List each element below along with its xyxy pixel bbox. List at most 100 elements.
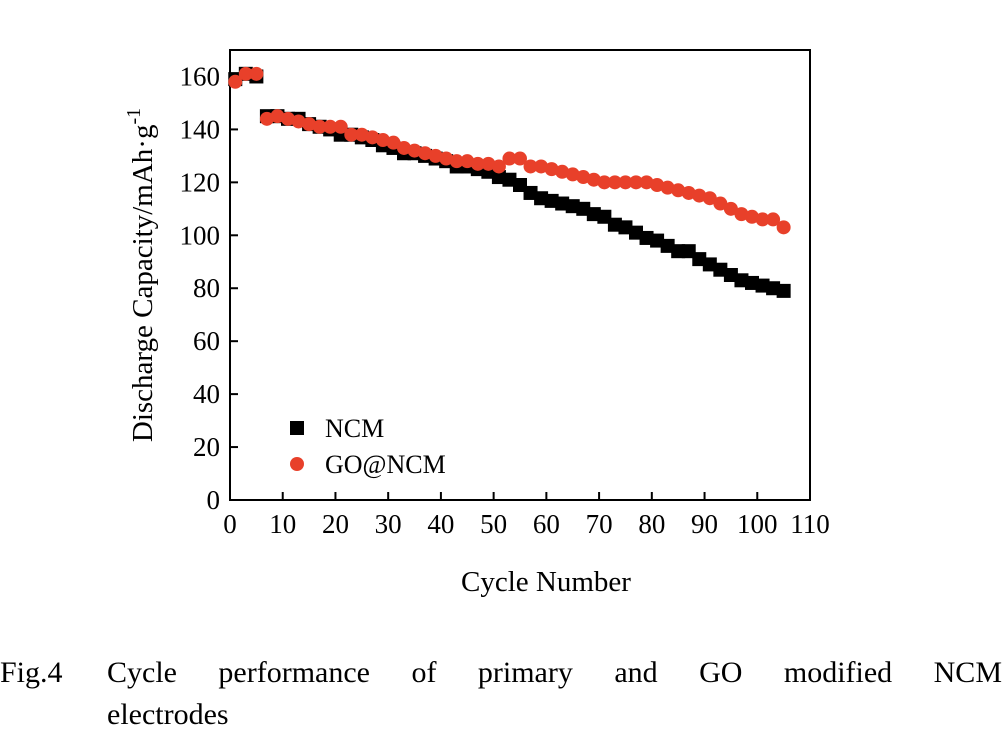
data-point	[481, 156, 496, 171]
legend-label: NCM	[325, 414, 384, 443]
data-point	[238, 66, 253, 81]
y-axis-label: Discharge Capacity/mAh·g	[127, 125, 159, 443]
x-axis-label: Cycle Number	[461, 566, 631, 598]
data-point	[534, 191, 549, 206]
data-point	[460, 154, 475, 169]
y-tick-label: 160	[180, 61, 221, 91]
x-tick-label: 90	[691, 509, 718, 539]
data-point	[534, 159, 549, 174]
plot-frame	[229, 49, 811, 501]
data-point	[745, 209, 759, 224]
data-point	[692, 252, 707, 267]
data-point	[281, 111, 295, 126]
y-axis-title: Discharge Capacity/mAh·g-1	[123, 108, 159, 442]
data-point	[755, 212, 770, 227]
data-point	[555, 164, 570, 179]
figure-caption: Fig.4 Cycle performance of primary and G…	[0, 652, 1002, 736]
legend-item: NCM	[290, 414, 384, 443]
data-point	[723, 201, 738, 216]
data-point	[776, 220, 791, 235]
data-point	[418, 146, 433, 161]
y-tick-label: 20	[193, 432, 220, 462]
data-point	[586, 207, 601, 222]
data-point	[312, 119, 327, 134]
data-point	[302, 117, 317, 132]
data-point	[755, 278, 770, 293]
series-ncm	[228, 66, 791, 298]
y-axis: 0 20 40 60 80 100 120 140 160	[180, 61, 238, 515]
plot-area	[229, 49, 811, 501]
data-point	[639, 175, 654, 190]
data-point	[513, 151, 527, 166]
data-point	[734, 273, 749, 288]
y-tick-label: 120	[180, 167, 221, 197]
data-point	[565, 167, 580, 182]
data-point	[365, 130, 380, 145]
data-point	[660, 238, 675, 253]
legend: NCM GO@NCM	[290, 414, 446, 479]
data-point	[586, 172, 601, 187]
data-point	[629, 225, 643, 240]
data-point	[576, 170, 591, 185]
data-point	[776, 283, 791, 298]
data-point	[502, 172, 517, 187]
chart: 0 10 20 30 40 50 60 70 80 90 100 110 0 20 40 60 80 100 12…	[123, 49, 830, 598]
x-tick-label: 50	[480, 509, 507, 539]
data-point	[259, 111, 274, 126]
x-tick-label: 0	[223, 509, 237, 539]
x-tick-label: 20	[322, 509, 349, 539]
data-point	[565, 199, 580, 214]
data-point	[555, 196, 570, 211]
data-point	[544, 162, 559, 177]
data-point	[702, 257, 717, 272]
data-point	[671, 183, 686, 198]
data-point	[597, 175, 612, 190]
data-point	[618, 175, 633, 190]
y-tick-label: 60	[193, 326, 220, 356]
data-point	[386, 135, 401, 150]
data-point	[713, 196, 728, 211]
data-point	[407, 143, 422, 158]
data-point	[513, 178, 527, 192]
data-point	[291, 114, 306, 129]
data-point	[249, 66, 264, 81]
x-tick-label: 60	[533, 509, 560, 539]
data-point	[523, 185, 538, 200]
data-point	[713, 262, 728, 277]
legend-marker	[290, 421, 304, 435]
y-axis-label-sup: -1	[123, 108, 145, 125]
data-point	[491, 159, 506, 174]
data-point	[734, 207, 749, 222]
data-point	[650, 178, 665, 192]
data-point	[723, 268, 738, 282]
data-point	[544, 193, 559, 208]
svg-text:Discharge Capacity/mAh·g-1: Discharge Capacity/mAh·g-1	[123, 108, 159, 442]
y-tick-label: 80	[193, 273, 220, 303]
y-tick-label: 140	[180, 114, 221, 144]
data-point	[323, 119, 338, 134]
legend-label: GO@NCM	[325, 450, 446, 479]
data-point	[439, 151, 454, 166]
data-point	[702, 191, 717, 206]
data-point	[607, 217, 622, 232]
data-point	[639, 230, 654, 245]
data-point	[576, 201, 591, 216]
data-point	[671, 244, 686, 259]
data-point	[766, 281, 781, 296]
data-point	[597, 209, 612, 224]
data-point	[692, 188, 707, 203]
data-point	[618, 220, 633, 235]
data-point	[470, 156, 485, 171]
data-point	[449, 154, 464, 169]
data-point	[607, 175, 622, 190]
data-point	[228, 74, 243, 89]
caption-label: Fig.4	[0, 656, 63, 689]
caption-text: Cycle performance of primary and GO modi…	[107, 656, 1002, 689]
x-tick-label: 10	[269, 509, 296, 539]
data-point	[397, 140, 411, 155]
data-point	[354, 127, 369, 142]
x-tick-label: 80	[638, 509, 665, 539]
x-axis: 0 10 20 30 40 50 60 70 80 90 100 110	[223, 492, 830, 539]
data-point	[681, 185, 696, 200]
x-tick-label: 70	[586, 509, 613, 539]
